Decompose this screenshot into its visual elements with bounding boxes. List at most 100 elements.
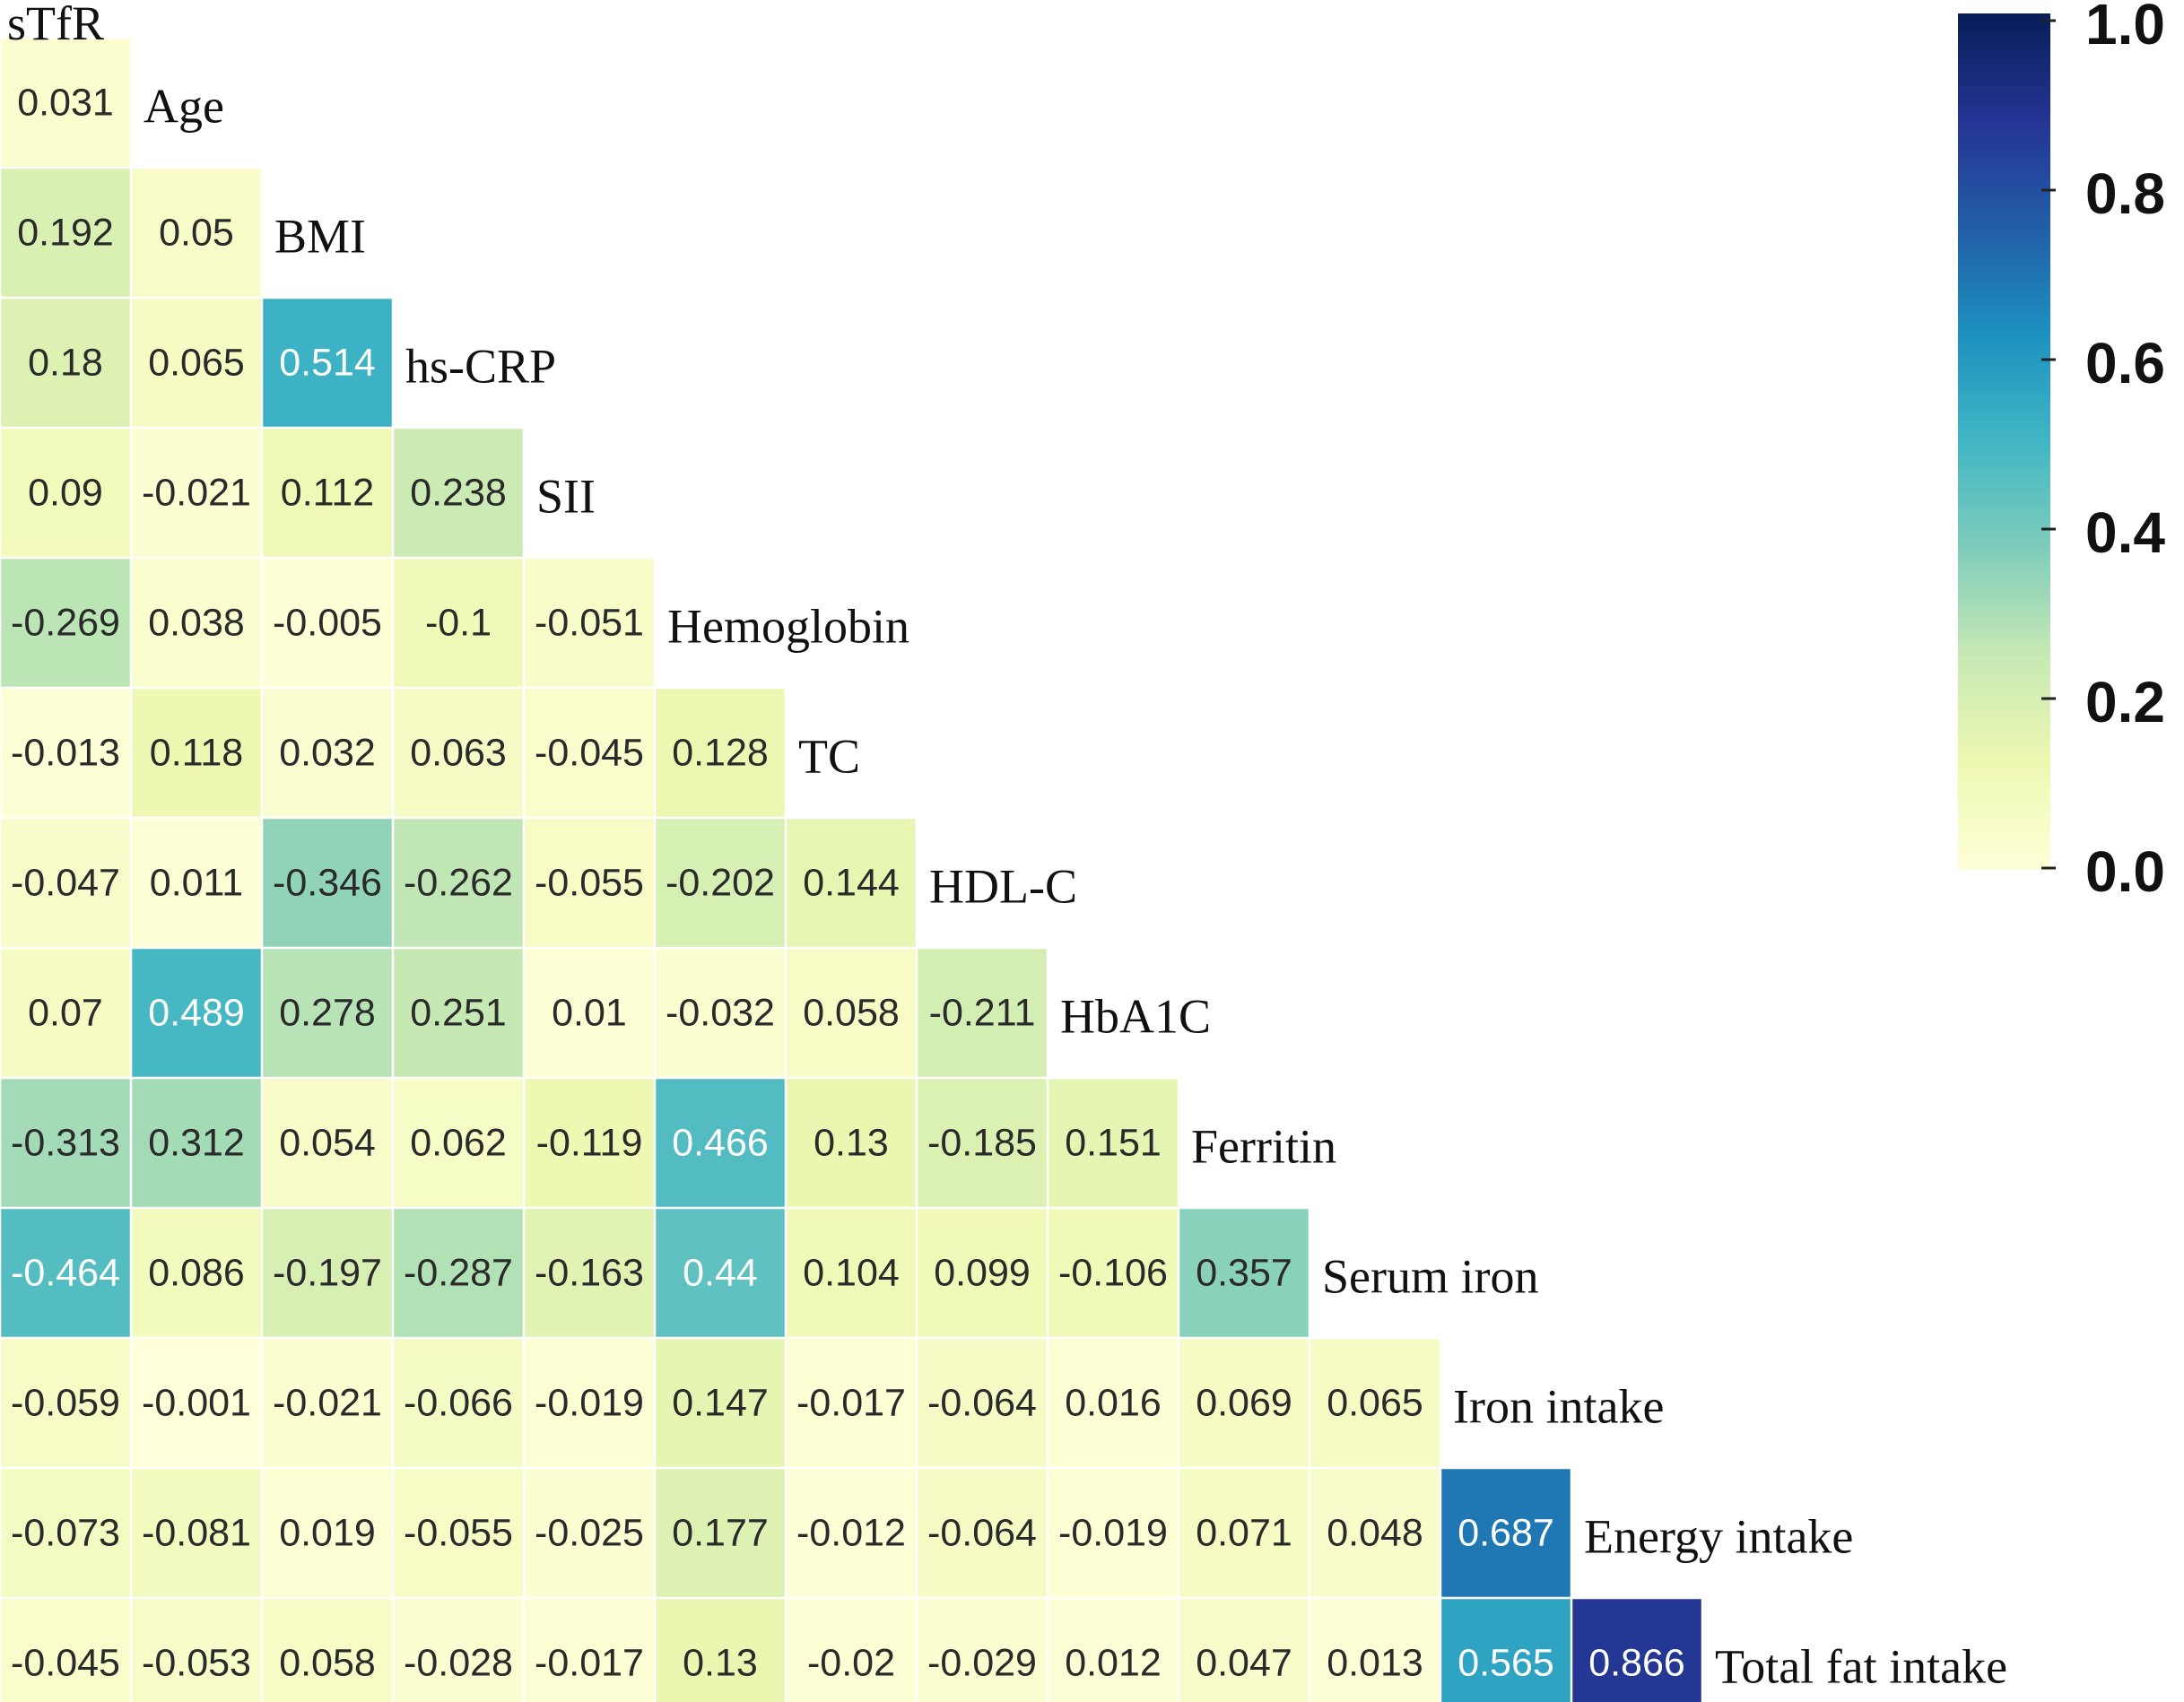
cell-value-label: -0.346 [273,862,382,905]
cell-value-label: 0.177 [672,1512,769,1555]
heatmap-cell [132,689,261,817]
cell-value-label: -0.021 [273,1382,382,1425]
variable-label: HDL-C [929,860,1077,914]
variable-label: Energy intake [1584,1510,1853,1564]
heatmap-cell [1,819,130,947]
cell-value-label: 0.192 [17,212,114,255]
cell-value-label: 0.278 [279,992,376,1035]
cell-value-label: -0.019 [1058,1512,1168,1555]
cell-value-label: 0.251 [410,992,507,1035]
cell-value-label: 0.086 [148,1252,245,1295]
cell-value-label: -0.053 [142,1642,251,1685]
cell-value-label: 0.866 [1588,1642,1685,1685]
heatmap-cell [525,1469,654,1597]
cell-value-label: 0.019 [279,1512,376,1555]
heatmap-cell [787,1339,916,1467]
variable-label: hs-CRP [405,340,556,394]
cell-value-label: 0.687 [1457,1512,1554,1555]
cell-value-label: 0.357 [1196,1252,1292,1295]
cell-value-label: -0.287 [404,1252,513,1295]
heatmap-cell [656,1599,785,1702]
colorbar-ticks: 0.0 0.2 0.4 0.6 0.8 1.0 [2041,0,2165,904]
heatmap-cell [525,1209,654,1337]
colorbar-tick-label: 0.4 [2085,500,2165,565]
heatmap-cell [1048,1079,1178,1207]
heatmap-cell [263,1469,392,1597]
cell-value-label: -0.017 [796,1382,906,1425]
heatmap-cell [263,819,392,947]
heatmap-cell [656,1339,785,1467]
heatmap-cell [394,559,523,687]
cell-value-label: 0.065 [148,342,245,385]
heatmap-cell [656,949,785,1077]
cell-value-label: -0.059 [11,1382,120,1425]
heatmap-cell [132,819,261,947]
heatmap-cell [656,819,785,947]
heatmap-cell [1048,1339,1178,1467]
cell-value-label: -0.017 [535,1642,644,1685]
heatmap-cell [132,1469,261,1597]
heatmap-cell [918,1209,1047,1337]
heatmap-cell [1179,1339,1309,1467]
heatmap-cell [1,1079,130,1207]
heatmap-cell [1,299,130,427]
cell-value-label: -0.064 [927,1512,1037,1555]
heatmap-cell [918,1079,1047,1207]
cell-value-label: 0.238 [410,472,507,515]
cell-value-label: -0.055 [404,1512,513,1555]
heatmap-cell [1,1469,130,1597]
cell-value-label: -0.313 [11,1122,120,1165]
heatmap-cell [1048,1469,1178,1597]
heatmap-cell [1048,1599,1178,1702]
heatmap-cell [132,949,261,1077]
heatmap-cell [1310,1469,1440,1597]
heatmap-cell [132,299,261,427]
heatmap-cells: 0.031 0.192 0.05 0.18 0.065 0.514 0.09 -0.021 0.… [1,39,1701,1702]
cell-value-label: -0.211 [929,992,1036,1035]
cell-value-label: 0.112 [281,472,374,515]
heatmap-cell [263,559,392,687]
heatmap-cell [394,1469,523,1597]
variable-label: Serum iron [1322,1250,1538,1304]
heatmap-cell [787,819,916,947]
heatmap-cell [1,949,130,1077]
variable-label: Ferritin [1191,1120,1336,1174]
cell-value-label: 0.144 [803,862,900,905]
heatmap-cell [394,1209,523,1337]
heatmap-cell [263,1209,392,1337]
heatmap-cell [132,1079,261,1207]
variable-label: sTfR [7,0,104,50]
cell-value-label: -0.051 [535,602,644,645]
heatmap-cell [1,559,130,687]
variable-label: Age [144,80,224,134]
cell-value-label: 0.063 [410,732,507,775]
cell-value-label: -0.012 [796,1512,906,1555]
cell-value-label: 0.44 [683,1252,758,1295]
heatmap-cell [132,169,261,297]
variable-labels: sTfR Age BMI hs-CRP SII Hemoglobin TC HDL-C HbA1… [7,0,2007,1694]
heatmap-cell [263,1079,392,1207]
heatmap-cell [132,429,261,557]
heatmap-cell [132,1339,261,1467]
heatmap-cell [787,1469,916,1597]
heatmap-cell [132,1599,261,1702]
heatmap-cell [918,1599,1047,1702]
cell-value-label: 0.151 [1065,1122,1162,1165]
cell-value-label: 0.054 [279,1122,376,1165]
heatmap-cell [263,299,392,427]
cell-value-label: -0.119 [536,1122,643,1165]
heatmap-cell [1,689,130,817]
heatmap-cell [918,949,1047,1077]
cell-value-label: 0.038 [148,602,245,645]
cell-value-label: 0.099 [934,1252,1031,1295]
cell-value-label: 0.514 [279,342,376,385]
variable-label: TC [798,730,860,784]
heatmap-cell [1179,1469,1309,1597]
heatmap-cell [918,1469,1047,1597]
cell-value-label: 0.05 [159,212,234,255]
cell-value-label: 0.031 [17,82,114,125]
heatmap-cell [1179,1599,1309,1702]
cell-value-label: 0.016 [1065,1382,1162,1425]
heatmap-cell [1,169,130,297]
colorbar-tick-label: 0.6 [2085,331,2165,395]
